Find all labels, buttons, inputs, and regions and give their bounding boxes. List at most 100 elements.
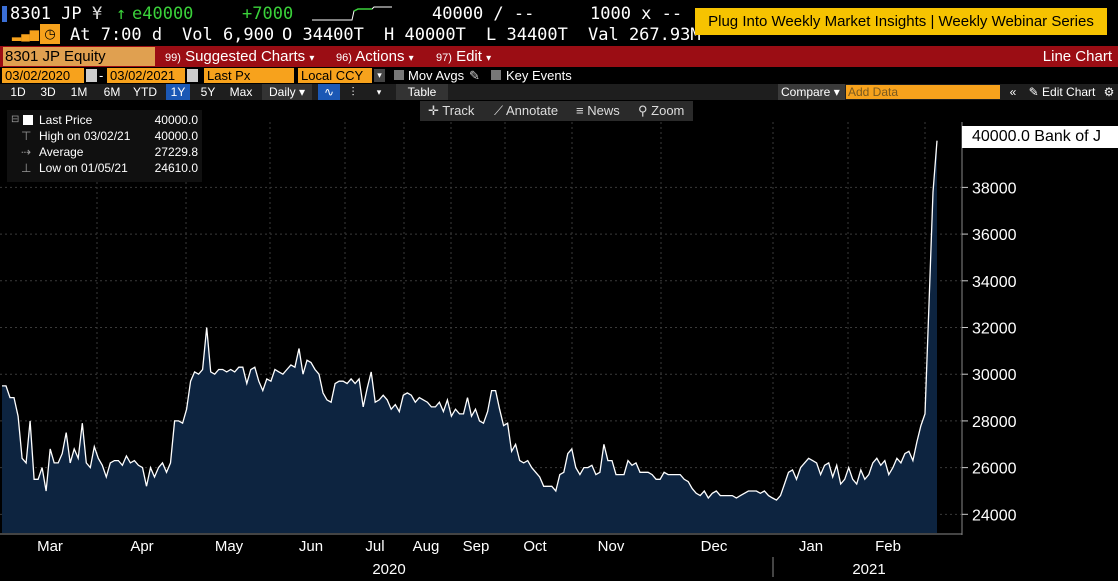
legend-last-price-value: 40000.0: [154, 113, 198, 127]
quote-details: ▂▄▆ ◷ At 7:00 d Vol 6,900 O 34400T H 400…: [0, 24, 1118, 46]
ticker-marker: [2, 6, 7, 22]
y-tick-label: 36000: [972, 227, 1017, 244]
high-marker-icon: ⊤: [21, 129, 32, 143]
calendar-icon[interactable]: [187, 69, 198, 82]
legend-low-value: 24610.0: [154, 161, 198, 175]
y-tick-label: 38000: [972, 180, 1017, 197]
dropdown-arrow-icon: ▾: [486, 53, 492, 64]
zoom-label: Zoom: [651, 103, 685, 118]
suggested-charts-number: 99): [165, 52, 181, 64]
crosshair-icon: ✛: [428, 103, 439, 118]
currency-symbol: ¥: [92, 4, 103, 24]
period-button-1m[interactable]: 1M: [70, 85, 88, 99]
legend-last-price: ⊟ Last Price 40000.0: [7, 112, 202, 128]
volume: Vol 6,900: [182, 25, 275, 45]
price-chart[interactable]: 24000 26000 28000 30000 32000 34000 36000 38000…: [0, 100, 1118, 581]
y-tick-label: 28000: [972, 414, 1017, 431]
menu-bar: [0, 46, 1118, 67]
period-button-3d[interactable]: 3D: [40, 85, 56, 99]
gear-icon[interactable]: ⚙: [1103, 85, 1115, 99]
high-price: H 40000T: [384, 25, 466, 45]
edit-chart-button[interactable]: ✎ Edit Chart: [1028, 85, 1096, 99]
legend-low: ⊥ Low on 01/05/21 24610.0: [7, 160, 202, 176]
legend-average-value: 27229.8: [154, 145, 198, 159]
price-area: [2, 140, 937, 533]
pencil-icon[interactable]: ✎: [469, 68, 480, 83]
signal-icon: ▂▄▆: [12, 27, 39, 41]
collapse-icon[interactable]: «: [1009, 85, 1017, 99]
mov-avgs-label: Mov Avgs: [408, 68, 465, 83]
year-label: 2021: [852, 561, 885, 578]
x-tick-label: Dec: [701, 538, 728, 555]
bar-chart-icon[interactable]: ⫶: [351, 85, 355, 99]
x-tick-label: Oct: [523, 538, 547, 555]
x-tick-label: Feb: [875, 538, 901, 555]
y-tick-label: 34000: [972, 274, 1017, 291]
edit-menu[interactable]: 97) Edit ▾: [436, 47, 491, 66]
y-tick-label: 32000: [972, 321, 1017, 338]
open-price: O 34400T: [282, 25, 364, 45]
sparkline-icon: [312, 6, 392, 21]
edit-number: 97): [436, 52, 452, 64]
mov-avgs-checkbox[interactable]: [394, 70, 404, 80]
legend-high-value: 40000.0: [154, 129, 198, 143]
x-tick-label: Mar: [37, 538, 63, 555]
security-field[interactable]: 8301 JP Equity: [3, 47, 155, 66]
x-tick-label: Jul: [365, 538, 384, 555]
low-marker-icon: ⊥: [21, 161, 32, 175]
actions-label: Actions: [355, 48, 405, 65]
end-date-input[interactable]: 03/02/2021: [107, 68, 185, 83]
chart-type-dropdown-icon[interactable]: ▾: [376, 87, 382, 97]
period-button-6m[interactable]: 6M: [103, 85, 121, 99]
chart-legend: ⊟ Last Price 40000.0 ⊤ High on 03/02/21 …: [7, 110, 202, 182]
zoom-tool[interactable]: ⚲ Zoom: [638, 101, 684, 121]
add-data-input[interactable]: Add Data: [846, 85, 1000, 99]
edit-chart-label: Edit Chart: [1042, 85, 1096, 99]
x-tick-label: Sep: [463, 538, 490, 555]
ticker[interactable]: 8301 JP: [10, 4, 82, 24]
date-separator: -: [99, 68, 104, 83]
dropdown-arrow-icon: ▾: [309, 53, 315, 64]
period-button-1y[interactable]: 1Y: [166, 84, 190, 100]
actions-number: 96): [336, 52, 352, 64]
calendar-icon[interactable]: [86, 69, 97, 82]
frequency-select[interactable]: Daily ▾: [262, 84, 312, 100]
average-marker-icon: ⇢: [21, 145, 32, 159]
clock-icon[interactable]: ◷: [40, 24, 60, 44]
legend-last-price-label: Last Price: [39, 113, 93, 127]
annotate-icon: ⟋: [494, 103, 504, 118]
trade-time: At 7:00 d: [70, 25, 163, 45]
collapse-box-icon[interactable]: ⊟: [11, 114, 20, 125]
table-button[interactable]: Table: [396, 84, 448, 100]
key-events-checkbox[interactable]: [491, 70, 501, 80]
suggested-charts-menu[interactable]: 99) Suggested Charts ▾: [165, 47, 314, 66]
line-chart-icon[interactable]: ∿: [318, 84, 340, 100]
net-change: +7000: [242, 4, 294, 24]
actions-menu[interactable]: 96) Actions ▾: [336, 47, 414, 66]
legend-high-label: High on 03/02/21: [39, 129, 131, 143]
period-button-5y[interactable]: 5Y: [200, 85, 216, 99]
chart-tools-bar: [420, 101, 693, 121]
zoom-icon: ⚲: [638, 103, 648, 118]
start-date-input[interactable]: 03/02/2020: [2, 68, 84, 83]
x-tick-label: May: [215, 538, 244, 555]
annotate-tool[interactable]: ⟋ Annotate: [494, 101, 558, 121]
period-button-ytd[interactable]: YTD: [133, 85, 157, 99]
news-tool[interactable]: ≡ News: [576, 101, 620, 121]
bid-ask: 40000 / --: [432, 4, 535, 24]
y-tick-label: 30000: [972, 367, 1017, 384]
currency-dropdown-icon[interactable]: ▾: [374, 69, 385, 82]
legend-low-label: Low on 01/05/21: [39, 161, 128, 175]
compare-button[interactable]: Compare ▾: [778, 84, 845, 100]
x-tick-label: Jun: [299, 538, 323, 555]
track-tool[interactable]: ✛ Track: [428, 101, 474, 121]
field-select[interactable]: Last Px: [204, 68, 294, 83]
last-price: e40000: [132, 4, 194, 24]
period-button-max[interactable]: Max: [229, 85, 253, 99]
period-button-1d[interactable]: 1D: [10, 85, 26, 99]
dropdown-arrow-icon: ▾: [408, 53, 414, 64]
currency-select[interactable]: Local CCY: [298, 68, 372, 83]
legend-average-label: Average: [39, 145, 84, 159]
ad-banner[interactable]: Plug Into Weekly Market Insights | Weekl…: [695, 8, 1107, 35]
legend-average: ⇢ Average 27229.8: [7, 144, 202, 160]
